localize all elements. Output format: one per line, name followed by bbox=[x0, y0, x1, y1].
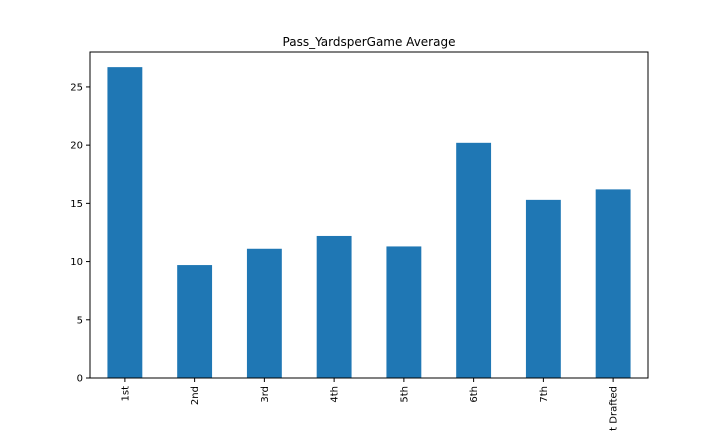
bar-3rd bbox=[246, 248, 282, 378]
bar-5th bbox=[386, 246, 422, 378]
bar-t-drafted bbox=[595, 189, 631, 378]
y-tick-label: 15 bbox=[70, 199, 83, 210]
y-tick-label: 20 bbox=[70, 141, 83, 152]
bar-6th bbox=[456, 142, 492, 378]
x-tick-label: 2nd bbox=[190, 386, 201, 405]
bar-4th bbox=[316, 235, 352, 378]
x-axis-ticks: 1st 2nd 3rd 4th 5th 6th 7th t Drafted bbox=[120, 378, 620, 431]
bar-7th bbox=[525, 199, 561, 378]
y-tick-label: 25 bbox=[70, 82, 83, 93]
bar-2nd bbox=[177, 265, 213, 378]
plot-area-frame bbox=[89, 51, 649, 379]
x-tick-label: 7th bbox=[539, 386, 550, 403]
x-tick-label: 4th bbox=[330, 386, 341, 403]
x-tick-label: 1st bbox=[120, 386, 131, 402]
chart-title: Pass_YardsperGame Average bbox=[283, 35, 456, 49]
y-axis-ticks: 0 5 10 15 20 25 bbox=[70, 82, 90, 385]
bar-1st bbox=[107, 67, 143, 378]
x-tick-label: 6th bbox=[469, 386, 480, 403]
y-tick-label: 0 bbox=[77, 374, 83, 385]
bars-group bbox=[107, 67, 631, 378]
y-tick-label: 5 bbox=[77, 315, 83, 326]
x-tick-label: 3rd bbox=[260, 386, 271, 403]
x-tick-label: 5th bbox=[399, 386, 410, 403]
y-tick-label: 10 bbox=[70, 257, 83, 268]
x-tick-label: t Drafted bbox=[609, 386, 620, 431]
